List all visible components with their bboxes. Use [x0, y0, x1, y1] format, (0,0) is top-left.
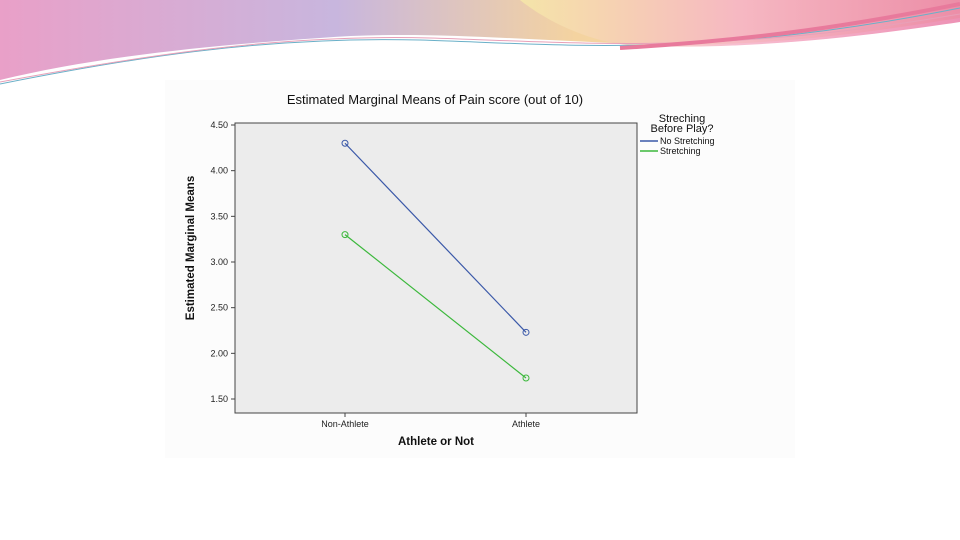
data-point — [341, 139, 349, 147]
x-tick-label: Athlete — [512, 419, 540, 429]
x-axis: Non-Athlete Athlete — [321, 413, 540, 429]
header-decoration — [0, 0, 960, 85]
y-tick-label: 2.00 — [210, 348, 228, 358]
y-axis: 1.50 2.00 2.50 3.00 3.50 4.00 4.50 — [210, 120, 235, 404]
x-tick-label: Non-Athlete — [321, 419, 369, 429]
data-point — [341, 231, 349, 239]
chart-svg: Estimated Marginal Means of Pain score (… — [185, 92, 715, 448]
plot-area — [234, 122, 638, 414]
series-line-1 — [344, 234, 527, 379]
x-axis-title: Athlete or Not — [398, 436, 474, 448]
y-tick-label: 4.50 — [210, 120, 228, 130]
legend-title-line-1: Streching — [659, 113, 705, 125]
decor-line-2 — [0, 13, 960, 83]
legend: Streching Before Play? No StretchingStre… — [640, 113, 715, 156]
y-tick-label: 4.00 — [210, 166, 228, 176]
series-lines — [341, 139, 530, 382]
legend-entry: No Stretching — [660, 136, 715, 146]
data-point — [522, 328, 530, 336]
y-tick-label: 3.00 — [210, 257, 228, 267]
decor-wave-pink — [520, 0, 960, 47]
y-tick-label: 2.50 — [210, 303, 228, 313]
data-point — [522, 374, 530, 382]
legend-entry: Stretching — [660, 146, 701, 156]
chart-title: Estimated Marginal Means of Pain score (… — [287, 92, 583, 107]
decor-line-3 — [619, 2, 960, 50]
series-line-0 — [344, 142, 527, 333]
y-tick-label: 3.50 — [210, 211, 228, 221]
legend-title-line-2: Before Play? — [651, 123, 714, 135]
chart-panel: Estimated Marginal Means of Pain score (… — [165, 80, 795, 458]
y-axis-title: Estimated Marginal Means — [185, 176, 197, 320]
y-tick-label: 1.50 — [210, 394, 228, 404]
